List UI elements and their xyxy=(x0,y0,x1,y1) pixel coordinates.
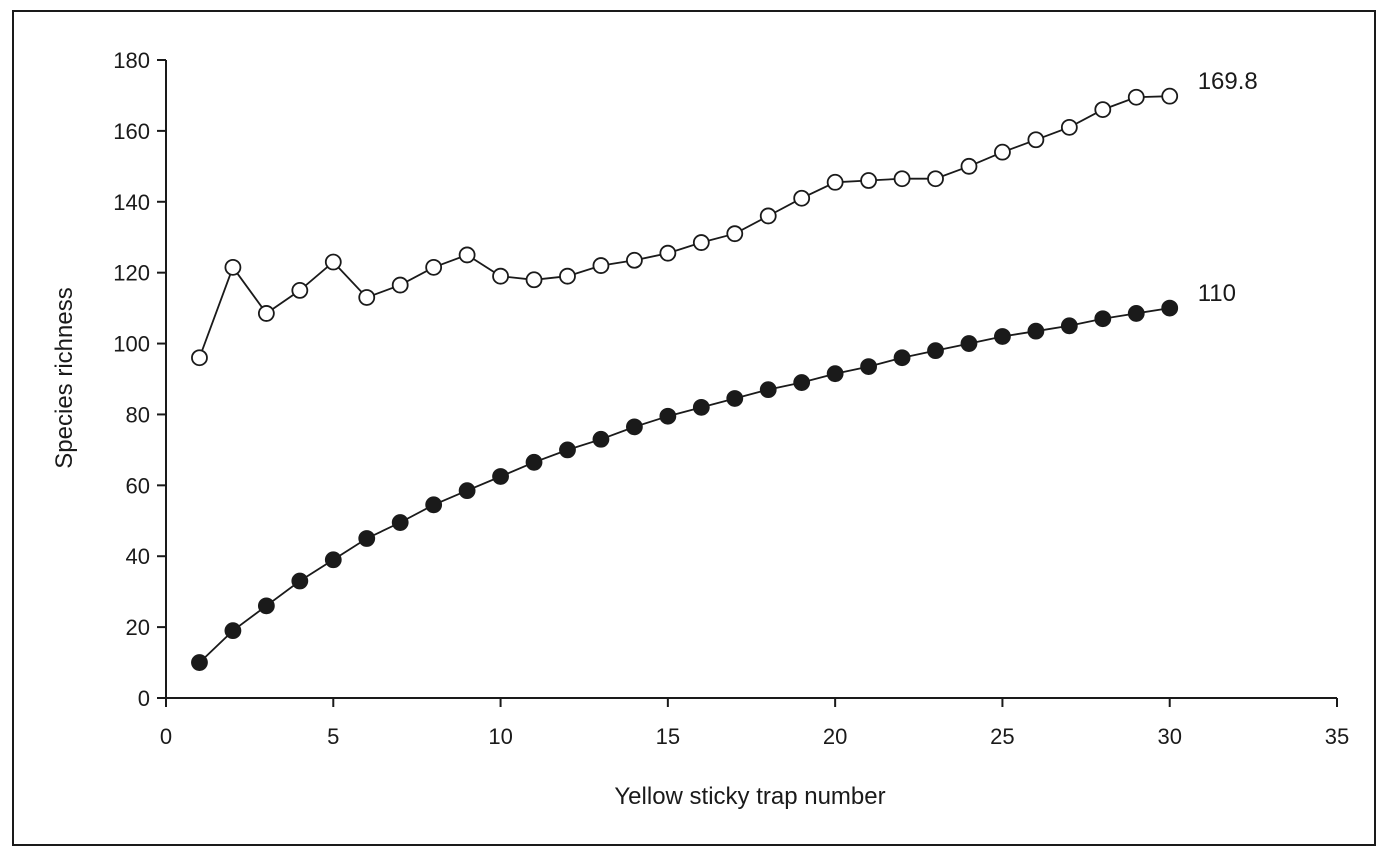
data-point xyxy=(291,281,309,299)
data-point xyxy=(191,349,208,367)
x-tick-label: 35 xyxy=(1325,724,1349,749)
y-tick-label: 180 xyxy=(113,48,150,73)
data-point xyxy=(224,258,242,276)
data-point xyxy=(492,468,509,485)
x-tick-label: 20 xyxy=(823,724,847,749)
data-point xyxy=(1060,118,1078,136)
data-point xyxy=(458,482,476,500)
data-point xyxy=(1127,88,1145,106)
y-tick-label: 60 xyxy=(126,473,150,498)
data-point xyxy=(960,157,978,175)
data-point xyxy=(1094,101,1112,119)
data-point xyxy=(1161,299,1179,317)
y-tick-label: 80 xyxy=(126,402,150,427)
data-point xyxy=(1060,317,1078,335)
data-point xyxy=(759,207,777,225)
data-point xyxy=(860,358,877,375)
y-tick-label: 160 xyxy=(113,119,150,144)
data-point xyxy=(358,289,376,306)
chart-frame xyxy=(12,10,1376,846)
data-point xyxy=(994,143,1011,161)
data-point xyxy=(927,170,944,188)
data-point xyxy=(358,530,376,547)
series-line xyxy=(198,95,1170,359)
data-point xyxy=(860,172,877,189)
data-point xyxy=(994,328,1011,345)
data-point xyxy=(492,267,509,285)
x-tick-label: 15 xyxy=(656,724,680,749)
data-point xyxy=(391,514,409,531)
series-end-label: 169.8 xyxy=(1198,68,1258,95)
data-point xyxy=(927,342,944,360)
data-point xyxy=(960,335,978,352)
data-point xyxy=(826,365,844,383)
y-axis-label: Species richness xyxy=(51,287,78,468)
data-point xyxy=(1161,87,1179,105)
x-tick-label: 25 xyxy=(990,724,1014,749)
data-point xyxy=(224,622,242,640)
data-point xyxy=(559,267,576,285)
data-point xyxy=(592,257,610,274)
data-point xyxy=(1094,310,1112,328)
data-point xyxy=(659,407,677,425)
data-point xyxy=(1027,131,1045,149)
series-2: 110 xyxy=(191,280,1236,671)
data-point xyxy=(525,271,543,289)
data-point xyxy=(324,253,342,271)
axes: 0 20 40 60 80 100 120 140 160 180 0 5 10 15 20 25 30 35 xyxy=(113,48,1349,749)
data-point xyxy=(525,453,543,471)
series-end-label: 110 xyxy=(1198,280,1236,307)
y-tick-label: 120 xyxy=(113,261,150,286)
data-point xyxy=(291,572,309,590)
data-point xyxy=(692,234,710,251)
y-tick-label: 40 xyxy=(126,544,150,569)
data-point xyxy=(726,390,744,407)
data-point xyxy=(626,418,643,436)
data-point xyxy=(458,246,476,264)
data-point xyxy=(626,251,643,269)
y-tick-label: 140 xyxy=(113,190,150,215)
data-point xyxy=(257,305,275,322)
series-line xyxy=(198,307,1170,664)
data-point xyxy=(893,170,911,188)
x-axis-label: Yellow sticky trap number xyxy=(614,783,885,810)
data-point xyxy=(826,173,844,191)
data-point xyxy=(559,441,576,459)
data-point xyxy=(759,381,777,399)
y-tick-label: 100 xyxy=(113,332,150,357)
data-point xyxy=(692,398,710,416)
series-layer: 169.8 110 xyxy=(191,68,1258,671)
y-tick-label: 20 xyxy=(126,615,150,640)
data-point xyxy=(257,597,275,615)
x-tick-label: 5 xyxy=(327,724,339,749)
data-point xyxy=(1127,305,1145,322)
series-1: 169.8 xyxy=(191,68,1258,367)
data-point xyxy=(324,551,342,569)
x-tick-label: 0 xyxy=(160,724,172,749)
data-point xyxy=(592,430,610,448)
data-point xyxy=(391,276,409,294)
data-point xyxy=(659,244,677,262)
data-point xyxy=(793,189,811,207)
x-tick-label: 10 xyxy=(488,724,512,749)
x-tick-label: 30 xyxy=(1157,724,1181,749)
data-point xyxy=(793,374,811,391)
data-point xyxy=(726,225,744,243)
data-point xyxy=(425,496,443,514)
data-point xyxy=(893,349,911,367)
data-point xyxy=(425,258,443,276)
data-point xyxy=(191,654,208,671)
data-point xyxy=(1027,322,1045,340)
y-tick-label: 0 xyxy=(138,686,150,711)
